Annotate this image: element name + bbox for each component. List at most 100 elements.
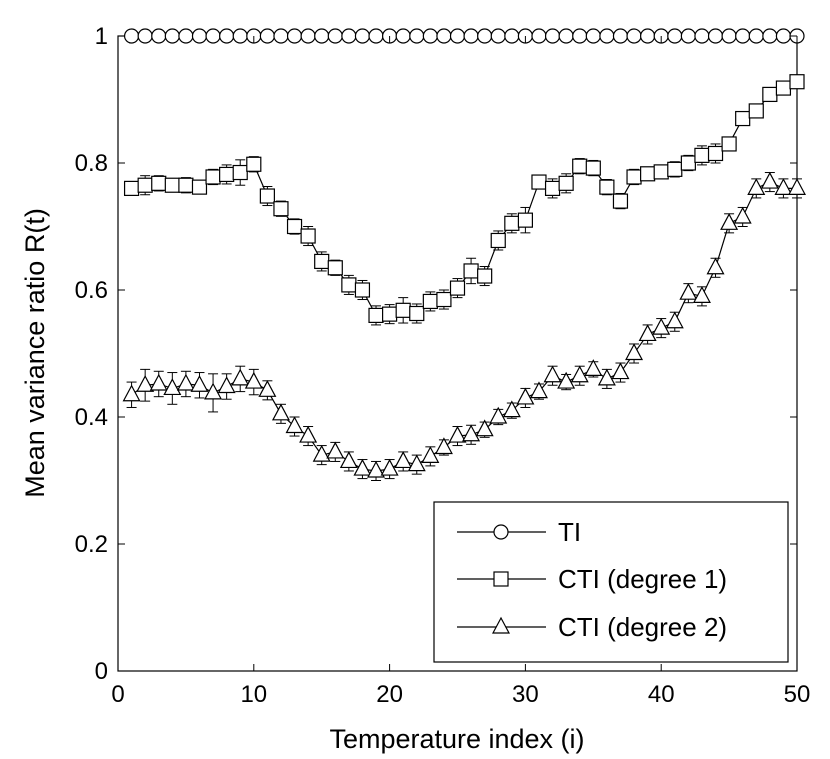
data-point bbox=[191, 179, 208, 195]
data-point bbox=[543, 365, 562, 383]
data-point bbox=[341, 277, 357, 293]
data-point bbox=[285, 416, 304, 434]
y-axis-title: Mean variance ratio R(t) bbox=[20, 208, 50, 498]
data-point bbox=[217, 376, 236, 394]
data-point bbox=[570, 365, 589, 383]
data-point bbox=[597, 368, 616, 386]
data-point bbox=[625, 343, 644, 361]
data-point bbox=[680, 28, 696, 44]
data-point bbox=[653, 164, 669, 180]
data-point bbox=[368, 307, 384, 323]
data-point bbox=[707, 145, 724, 162]
data-point bbox=[489, 406, 508, 424]
data-point bbox=[706, 257, 725, 275]
series-layer bbox=[122, 28, 806, 481]
data-point bbox=[680, 155, 696, 171]
y-tick-label: 0.4 bbox=[75, 404, 108, 431]
data-point bbox=[667, 161, 683, 177]
data-point bbox=[490, 232, 506, 249]
y-tick-label: 0.6 bbox=[75, 277, 108, 304]
data-point bbox=[300, 228, 316, 244]
data-point bbox=[163, 378, 182, 396]
data-point bbox=[667, 28, 683, 44]
data-point bbox=[136, 374, 155, 392]
data-point bbox=[626, 169, 642, 185]
data-point bbox=[504, 28, 520, 44]
y-tick-label: 1 bbox=[95, 23, 108, 50]
data-point bbox=[422, 28, 438, 44]
data-point bbox=[557, 371, 576, 389]
data-point bbox=[312, 444, 331, 462]
x-tick-label: 40 bbox=[648, 681, 675, 708]
x-tick-label: 50 bbox=[784, 681, 811, 708]
data-point bbox=[558, 175, 574, 191]
legend-label: TI bbox=[558, 517, 581, 547]
data-point bbox=[544, 28, 561, 44]
data-point bbox=[339, 451, 358, 469]
data-point bbox=[611, 362, 630, 380]
data-point bbox=[219, 166, 235, 183]
data-point bbox=[721, 136, 737, 152]
data-point bbox=[422, 293, 438, 310]
data-point bbox=[368, 28, 384, 44]
data-point bbox=[477, 28, 493, 44]
data-point bbox=[733, 206, 752, 224]
data-point bbox=[314, 253, 330, 270]
data-point bbox=[382, 306, 398, 322]
x-tick-label: 20 bbox=[376, 681, 403, 708]
data-point bbox=[531, 28, 547, 44]
data-point bbox=[244, 371, 263, 389]
data-point bbox=[341, 28, 357, 44]
data-point bbox=[449, 28, 466, 44]
data-point bbox=[407, 454, 426, 472]
data-point bbox=[300, 28, 316, 44]
series-triangle bbox=[122, 171, 806, 481]
data-point bbox=[122, 384, 141, 402]
legend-box bbox=[433, 501, 789, 663]
data-point bbox=[448, 425, 467, 443]
data-point bbox=[612, 28, 629, 44]
data-point bbox=[231, 368, 250, 386]
data-point bbox=[219, 28, 235, 44]
data-point bbox=[599, 28, 615, 44]
data-point bbox=[477, 268, 493, 284]
axes-layer: 0 10 20 30 40 50 0 0.2 0.4 0.6 0.8 1 bbox=[75, 23, 811, 708]
data-point bbox=[544, 180, 561, 196]
data-point bbox=[232, 28, 248, 44]
data-point bbox=[517, 212, 534, 228]
data-point bbox=[327, 28, 343, 44]
data-point bbox=[246, 156, 262, 172]
data-point bbox=[434, 437, 453, 455]
data-point bbox=[774, 178, 793, 195]
y-tick-label: 0 bbox=[95, 658, 108, 685]
data-point bbox=[123, 28, 140, 44]
data-point bbox=[585, 28, 601, 44]
data-point bbox=[572, 28, 588, 44]
data-point bbox=[395, 28, 411, 44]
data-point bbox=[762, 86, 778, 103]
data-point bbox=[747, 178, 766, 195]
data-point bbox=[326, 441, 345, 459]
data-point bbox=[191, 28, 208, 44]
data-point bbox=[463, 28, 479, 44]
data-point bbox=[190, 374, 209, 392]
data-point bbox=[299, 425, 318, 443]
data-point bbox=[380, 458, 399, 476]
data-point bbox=[232, 164, 248, 181]
data-point bbox=[436, 28, 452, 44]
data-point bbox=[137, 28, 153, 44]
data-point bbox=[137, 177, 153, 193]
y-tick-label: 0.2 bbox=[75, 531, 108, 558]
data-point bbox=[707, 28, 724, 44]
x-tick-label: 10 bbox=[240, 681, 267, 708]
legend-label: CTI (degree 2) bbox=[558, 612, 727, 642]
data-point bbox=[599, 179, 615, 195]
data-point bbox=[259, 188, 275, 204]
data-point bbox=[735, 28, 751, 44]
legend-marker bbox=[493, 571, 509, 587]
data-point bbox=[463, 263, 479, 279]
data-point bbox=[353, 458, 372, 476]
data-point bbox=[626, 28, 642, 44]
y-tick-label: 0.8 bbox=[75, 150, 108, 177]
